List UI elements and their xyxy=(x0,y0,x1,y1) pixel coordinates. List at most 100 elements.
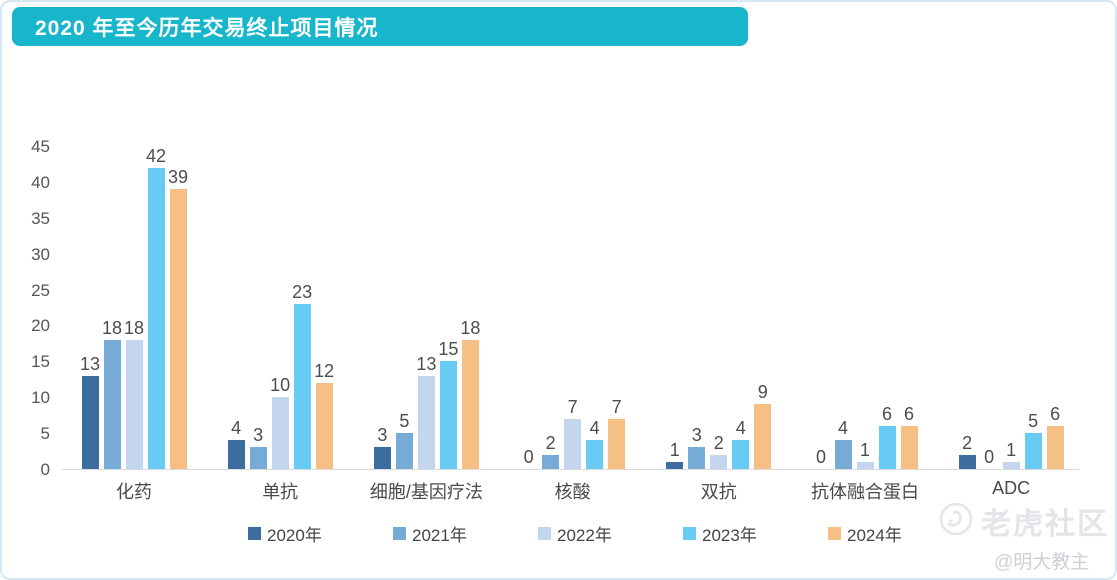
bar-value-label: 4 xyxy=(589,418,600,438)
bar xyxy=(900,426,918,469)
bar-value-label: 3 xyxy=(377,425,388,445)
x-axis-category-label: 抗体融合蛋白 xyxy=(811,482,919,502)
bar xyxy=(710,455,728,469)
legend-label: 2024年 xyxy=(847,526,902,545)
legend-label: 2022年 xyxy=(557,526,612,545)
bar-value-label: 4 xyxy=(231,418,242,438)
legend-item: 2021年 xyxy=(393,521,467,546)
bar-value-label: 6 xyxy=(881,404,892,424)
bar-value-label: 0 xyxy=(984,447,995,467)
bar xyxy=(878,426,896,469)
plot-area: 13 18 18 42 39 4 3 10 23 12 3 5 13 15 18 0 2 7 4 7 1 3 2 4 9 0 4 1 6… xyxy=(62,146,1079,470)
bar-value-label: 0 xyxy=(815,447,826,467)
legend-swatch-icon xyxy=(393,527,406,540)
bar xyxy=(373,447,391,469)
bar-value-label: 4 xyxy=(837,418,848,438)
x-axis-category-label: 化药 xyxy=(116,482,152,502)
bar xyxy=(169,189,187,469)
bar xyxy=(1046,426,1064,469)
bar xyxy=(271,397,289,469)
bar-value-label: 15 xyxy=(438,339,459,359)
bar-value-label: 12 xyxy=(314,361,335,381)
y-axis-tick-label: 25 xyxy=(31,280,50,300)
bar xyxy=(395,433,413,469)
bar xyxy=(564,419,582,469)
bar xyxy=(315,383,333,469)
bar-value-label: 6 xyxy=(1050,404,1061,424)
bar xyxy=(688,447,706,469)
legend-item: 2022年 xyxy=(538,521,612,546)
legend-swatch-icon xyxy=(248,527,261,540)
bar-value-label: 1 xyxy=(1006,440,1017,460)
legend-swatch-icon xyxy=(828,527,841,540)
bar-value-label: 6 xyxy=(903,404,914,424)
bar-value-label: 18 xyxy=(101,318,123,338)
bar-value-label: 1 xyxy=(859,440,870,460)
bar xyxy=(666,462,684,469)
y-axis-tick-label: 0 xyxy=(40,460,50,479)
bar-value-label: 5 xyxy=(1028,411,1039,431)
bar xyxy=(732,440,750,469)
watermark-author: @明大教主 xyxy=(994,552,1090,573)
legend-label: 2023年 xyxy=(702,526,757,545)
bar-value-label: 10 xyxy=(270,375,291,395)
x-axis-category-label: 细胞/基因疗法 xyxy=(369,482,483,502)
bar xyxy=(227,440,245,469)
x-axis-category-label: ADC xyxy=(992,478,1031,498)
bar-value-label: 5 xyxy=(399,411,410,431)
y-axis-tick-label: 45 xyxy=(31,137,50,156)
x-axis: 化药 单抗 细胞/基因疗法 核酸 双抗 抗体融合蛋白 ADC xyxy=(62,478,1079,504)
y-axis-tick-label: 40 xyxy=(31,172,50,192)
y-axis: 0 5 10 15 20 25 30 35 40 45 xyxy=(2,137,50,479)
y-axis-tick-label: 30 xyxy=(31,244,50,264)
x-axis-category-label: 单抗 xyxy=(262,482,299,502)
bar-value-label: 4 xyxy=(735,418,746,438)
bar-value-label: 7 xyxy=(567,397,578,417)
bar-value-label: 2 xyxy=(962,433,973,453)
bar-value-label: 2 xyxy=(713,433,724,453)
bar xyxy=(1024,433,1042,469)
y-axis-tick-label: 15 xyxy=(31,352,50,372)
bar xyxy=(81,376,99,469)
bar xyxy=(754,404,772,469)
bar-value-label: 23 xyxy=(292,282,313,302)
x-axis-category-label: 双抗 xyxy=(700,482,737,502)
bar-value-label: 13 xyxy=(79,354,101,374)
bar xyxy=(608,419,626,469)
bar-value-label: 18 xyxy=(460,318,481,338)
bar-value-label: 7 xyxy=(611,397,622,417)
bar xyxy=(461,340,479,469)
y-axis-tick-label: 5 xyxy=(40,424,50,444)
watermark-brand: 老虎社区 xyxy=(981,508,1109,541)
bar-value-label: 39 xyxy=(167,167,189,187)
bar xyxy=(439,361,457,469)
bar xyxy=(147,168,165,469)
bar xyxy=(249,447,267,469)
y-axis-tick-label: 10 xyxy=(31,388,50,408)
bar xyxy=(834,440,852,469)
bar xyxy=(542,455,560,469)
legend-item: 2020年 xyxy=(248,521,322,546)
bar-value-label: 0 xyxy=(523,447,534,467)
bar xyxy=(586,440,604,469)
bar-value-label: 2 xyxy=(545,433,556,453)
y-axis-tick-label: 35 xyxy=(31,208,50,228)
bar-value-label: 18 xyxy=(123,318,145,338)
legend: 2020年 2021年 2022年 2023年 2024年 xyxy=(2,521,1115,546)
bar-value-label: 9 xyxy=(757,382,768,402)
legend-item: 2024年 xyxy=(828,521,902,546)
bar-value-label: 42 xyxy=(145,146,167,166)
bar xyxy=(1002,462,1020,469)
bar xyxy=(293,304,311,469)
bar-value-label: 13 xyxy=(416,354,437,374)
bar xyxy=(856,462,874,469)
legend-swatch-icon xyxy=(683,527,696,540)
bar-value-label: 3 xyxy=(691,425,702,445)
bar xyxy=(417,376,435,469)
legend-swatch-icon xyxy=(538,527,551,540)
chart-title: 2020 年至今历年交易终止项目情况 xyxy=(35,16,379,40)
bar xyxy=(125,340,143,469)
chart-title-bar: 2020 年至今历年交易终止项目情况 xyxy=(12,7,748,46)
bar-value-label: 3 xyxy=(253,425,264,445)
